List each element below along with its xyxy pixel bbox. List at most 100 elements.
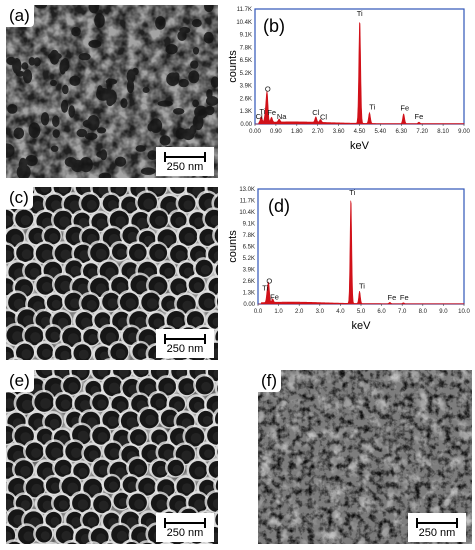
peak-label: Fe — [270, 292, 279, 301]
tube-inner — [125, 298, 136, 309]
tube-inner — [213, 466, 218, 476]
y-axis-title: counts — [228, 50, 239, 83]
pore — [12, 58, 22, 74]
tube-inner — [153, 187, 164, 194]
pore — [49, 49, 60, 65]
pore — [40, 112, 50, 126]
tube-inner — [201, 381, 212, 392]
x-tick-label: 0.00 — [249, 129, 261, 135]
tube-inner — [42, 217, 53, 228]
y-tick-label: 6.5K — [240, 58, 252, 64]
tube-inner — [115, 187, 125, 195]
tube-inner — [109, 448, 120, 458]
y-tick-label: 11.7K — [240, 199, 255, 205]
tube-inner — [126, 417, 137, 428]
tube-inner — [134, 499, 145, 510]
tube-inner — [77, 499, 89, 510]
eds-spectrum-d: 0.0 1.0 2.0 3.0 4.0 5.0 6.0 7.0 8.0 9.0 10.0 0.00 1.… — [228, 184, 472, 360]
tube-inner — [154, 282, 165, 293]
y-axis-title: counts — [228, 230, 239, 263]
y-tick-label: 7.8K — [243, 233, 255, 239]
tube-inner — [153, 318, 163, 328]
x-tick-label: 5.0 — [357, 309, 366, 315]
tube-inner — [134, 249, 145, 259]
tube-opening — [215, 479, 218, 492]
pore — [165, 44, 178, 55]
pore — [68, 105, 75, 118]
tube-inner — [40, 398, 51, 409]
tube-inner — [60, 399, 71, 410]
tube-inner — [41, 316, 51, 327]
tube-inner — [163, 383, 174, 393]
peak-label: O — [266, 276, 272, 285]
tube-inner — [108, 382, 120, 394]
tube-inner — [138, 370, 148, 375]
pore — [62, 84, 69, 95]
tube-inner — [163, 235, 174, 246]
tube-inner — [20, 432, 31, 443]
y-tick-label: 11.7K — [237, 7, 252, 13]
tube-wall — [30, 542, 41, 544]
scale-bar-f: 250 nm — [408, 513, 466, 542]
tube-inner — [213, 251, 218, 262]
tube-inner — [23, 531, 34, 542]
tube-inner — [116, 282, 127, 293]
tube-inner — [117, 248, 127, 258]
tube-inner — [116, 530, 128, 542]
tube-inner — [49, 267, 60, 278]
tube-opening — [215, 264, 218, 276]
scale-label-c: 250 nm — [166, 343, 204, 355]
tube-inner — [183, 200, 193, 210]
peak-label: Ti — [259, 107, 265, 116]
peak-label: Fe — [415, 112, 424, 121]
scale-label-f: 250 nm — [418, 527, 456, 539]
pore — [69, 75, 81, 87]
tube-inner — [71, 447, 82, 458]
tube-inner — [59, 216, 70, 227]
x-tick-label: 4.50 — [354, 129, 366, 135]
y-tick-label: 10.4K — [236, 20, 252, 26]
pore — [96, 127, 107, 134]
tube-inner — [42, 500, 53, 511]
tube-inner — [194, 217, 204, 227]
tube-inner — [33, 232, 43, 242]
tube-inner — [184, 232, 195, 243]
tube-inner — [31, 483, 43, 495]
pore — [34, 5, 47, 9]
tube-inner — [50, 331, 60, 341]
x-tick-label: 7.20 — [416, 129, 428, 135]
tube-wall — [200, 542, 214, 544]
tube-inner — [6, 531, 13, 543]
x-tick-label: 4.0 — [336, 309, 345, 315]
tube-inner — [144, 383, 155, 395]
scale-bar-e: 250 nm — [156, 513, 214, 542]
x-axis-title: keV — [352, 320, 372, 332]
pore — [96, 88, 111, 101]
pore — [132, 67, 139, 76]
tube-inner — [175, 283, 185, 293]
pore — [120, 98, 128, 109]
tube-inner — [162, 484, 173, 495]
tube-inner — [20, 215, 31, 226]
tube-inner — [203, 298, 214, 309]
tube-inner — [60, 465, 70, 475]
pore — [178, 78, 189, 88]
pore — [206, 89, 213, 99]
tube-inner — [99, 317, 109, 327]
y-tick-label: 1.3K — [243, 291, 255, 297]
peak-label: Fe — [400, 104, 409, 113]
tube-inner — [71, 517, 81, 527]
tube-inner — [60, 249, 71, 260]
peak-label: Ti — [369, 103, 375, 112]
tube-opening — [142, 542, 153, 544]
pore — [79, 157, 93, 173]
pore — [157, 100, 173, 107]
tube-inner — [13, 483, 25, 494]
scale-bar-a: 250 nm — [156, 147, 214, 176]
x-tick-label: 8.10 — [437, 129, 449, 135]
tube-inner — [6, 431, 13, 442]
tube-wall — [104, 358, 117, 360]
pore — [98, 172, 112, 178]
tube-opening — [215, 411, 218, 427]
tube-inner — [50, 383, 62, 395]
